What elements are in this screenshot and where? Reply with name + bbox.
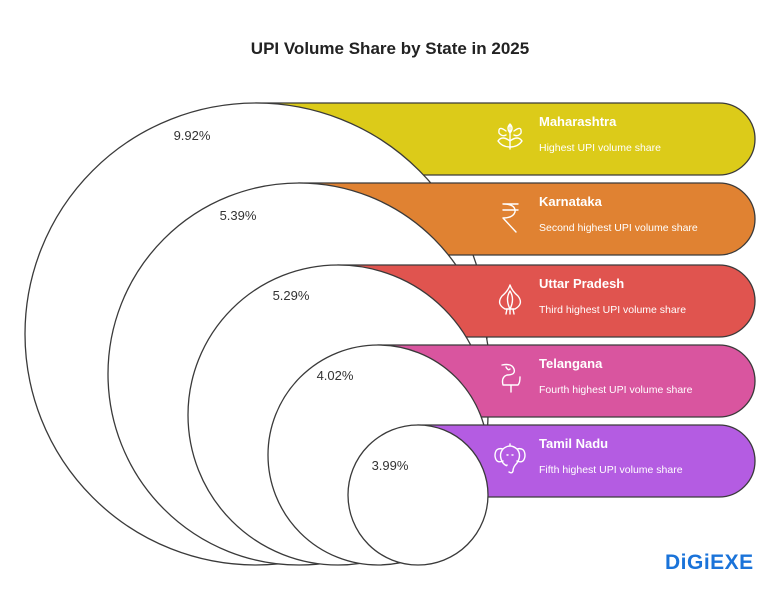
share-label: 4.02% (317, 368, 354, 383)
share-label: 5.39% (220, 208, 257, 223)
state-description: Third highest UPI volume share (539, 304, 686, 316)
state-name: Telangana (539, 356, 603, 371)
state-name: Karnataka (539, 194, 603, 209)
elephant-icon (494, 443, 526, 474)
state-description: Highest UPI volume share (539, 142, 661, 154)
state-description: Fifth highest UPI volume share (539, 464, 683, 476)
share-label: 5.29% (273, 288, 310, 303)
leaves-icon (497, 123, 523, 150)
rupee-icon (502, 203, 519, 233)
onion-icon (498, 284, 522, 315)
telangana-icon (501, 363, 521, 393)
chart-title: UPI Volume Share by State in 2025 (251, 39, 529, 58)
state-tamil-nadu: Tamil Nadu Fifth highest UPI volume share… (347, 424, 756, 566)
state-description: Second highest UPI volume share (539, 222, 698, 234)
state-name: Tamil Nadu (539, 436, 608, 451)
brand-logo: DiGiEXE (665, 551, 754, 574)
share-circle (347, 424, 489, 566)
state-band (417, 424, 756, 498)
state-description: Fourth highest UPI volume share (539, 384, 693, 396)
share-label: 9.92% (174, 128, 211, 143)
state-name: Maharashtra (539, 114, 617, 129)
state-name: Uttar Pradesh (539, 276, 624, 291)
share-label: 3.99% (372, 458, 409, 473)
